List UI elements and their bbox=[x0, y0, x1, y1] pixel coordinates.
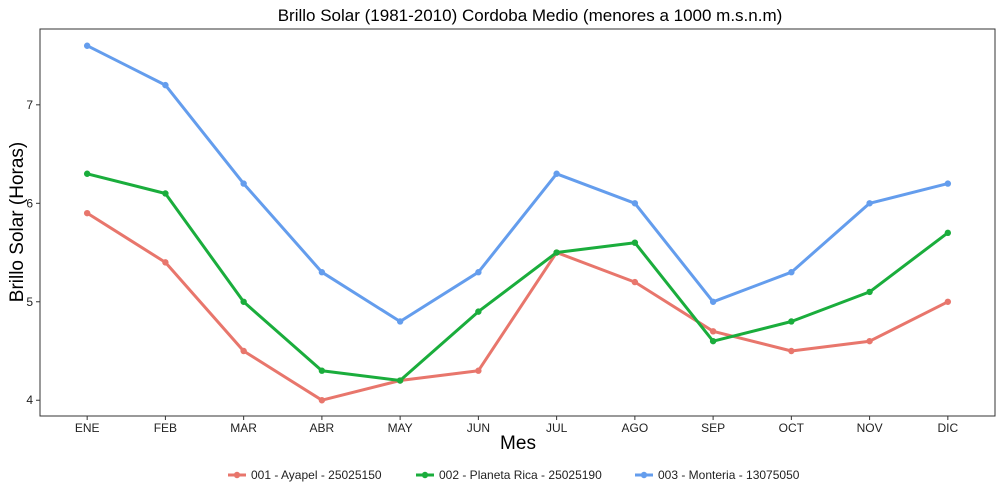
data-point bbox=[553, 249, 560, 256]
data-point bbox=[396, 377, 404, 384]
x-tick-label: ENE bbox=[75, 421, 100, 435]
data-point bbox=[475, 269, 482, 276]
data-point bbox=[475, 308, 482, 315]
data-point bbox=[83, 209, 91, 217]
y-tick-label: 4 bbox=[26, 393, 33, 407]
data-point bbox=[318, 269, 326, 276]
data-point bbox=[553, 170, 560, 177]
data-point bbox=[318, 367, 326, 374]
data-point bbox=[944, 298, 952, 305]
data-point bbox=[709, 337, 717, 345]
data-point bbox=[631, 239, 639, 246]
data-point bbox=[240, 347, 247, 355]
data-point bbox=[709, 328, 717, 335]
x-tick-label: AGO bbox=[622, 421, 649, 435]
data-point bbox=[788, 347, 795, 355]
legend-key-point bbox=[640, 471, 648, 479]
data-point bbox=[866, 288, 873, 296]
legend: 001 - Ayapel - 25025150 002 - Planeta Ric… bbox=[228, 468, 800, 482]
x-axis: ENE FEB MAR ABR MAY JUN JUL AGO SEP OCT NOV DIC bbox=[75, 416, 959, 435]
data-point bbox=[240, 298, 247, 305]
x-tick-label: FEB bbox=[154, 421, 177, 435]
x-tick-label: OCT bbox=[779, 421, 805, 435]
legend-label: 003 - Monteria - 13075050 bbox=[658, 468, 800, 482]
x-tick-label: MAY bbox=[388, 421, 413, 435]
data-point bbox=[631, 278, 639, 286]
y-axis: 4 5 6 7 bbox=[26, 98, 40, 407]
data-point bbox=[162, 259, 169, 266]
x-tick-label: ABR bbox=[310, 421, 335, 435]
data-point bbox=[788, 318, 795, 325]
x-tick-label: NOV bbox=[857, 421, 883, 435]
series-line-1 bbox=[85, 211, 950, 402]
y-tick-label: 5 bbox=[26, 295, 33, 309]
legend-key-point bbox=[421, 471, 429, 479]
data-point bbox=[866, 200, 873, 207]
data-point bbox=[83, 42, 91, 49]
data-point bbox=[866, 337, 873, 345]
data-point bbox=[475, 367, 482, 374]
data-point bbox=[162, 190, 169, 197]
y-axis-title: Brillo Solar (Horas) bbox=[7, 142, 28, 302]
y-tick-label: 7 bbox=[26, 98, 33, 112]
x-tick-label: JUL bbox=[546, 421, 568, 435]
y-tick-label: 6 bbox=[26, 196, 33, 210]
x-tick-label: SEP bbox=[701, 421, 725, 435]
data-point bbox=[83, 170, 91, 177]
x-tick-label: DIC bbox=[938, 421, 959, 435]
series-line-3 bbox=[85, 44, 950, 323]
series-line-2 bbox=[85, 172, 950, 382]
data-point bbox=[240, 180, 247, 187]
chart-title: Brillo Solar (1981-2010) Cordoba Medio (… bbox=[278, 6, 783, 25]
series-layer bbox=[83, 42, 952, 404]
data-point bbox=[788, 269, 795, 276]
x-tick-label: MAR bbox=[230, 421, 257, 435]
data-point bbox=[318, 397, 326, 404]
legend-label: 001 - Ayapel - 25025150 bbox=[251, 468, 382, 482]
legend-label: 002 - Planeta Rica - 25025190 bbox=[439, 468, 602, 482]
data-point bbox=[162, 81, 169, 89]
data-point bbox=[944, 229, 952, 237]
data-point bbox=[709, 298, 717, 305]
x-axis-title: Mes bbox=[500, 433, 536, 454]
legend-key-point bbox=[233, 471, 241, 479]
x-tick-label: JUN bbox=[467, 421, 490, 435]
data-point bbox=[944, 180, 952, 187]
data-point bbox=[396, 318, 404, 325]
data-point bbox=[631, 200, 639, 207]
